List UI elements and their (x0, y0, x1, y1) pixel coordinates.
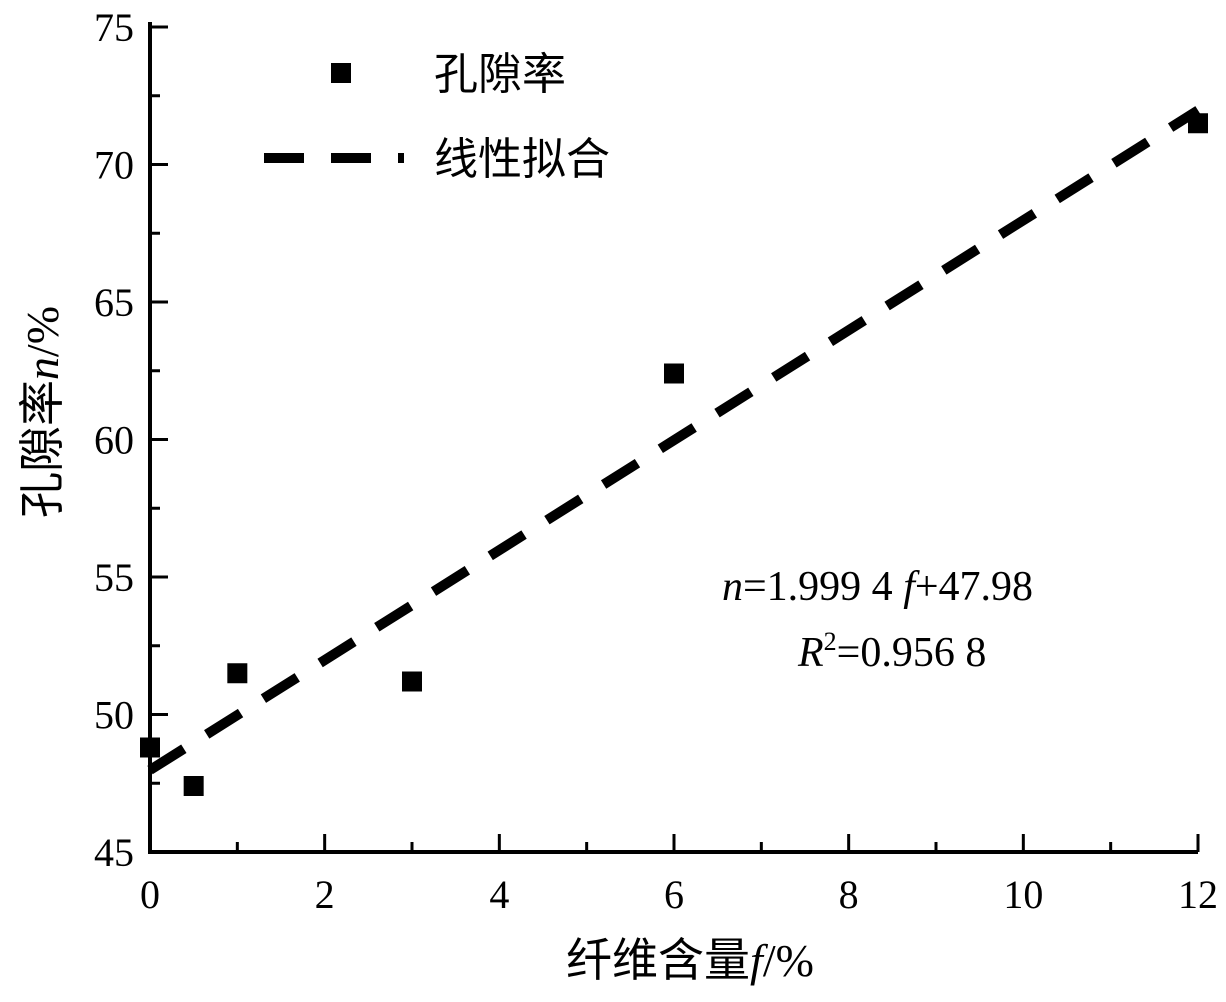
data-point (227, 663, 248, 684)
x-tick-label: 2 (315, 872, 335, 917)
y-axis-title-unit: /% (17, 306, 68, 357)
legend-marker-square (331, 63, 351, 83)
data-point (1188, 113, 1208, 134)
legend-label-fit: 线性拟合 (434, 135, 610, 184)
y-tick-label: 55 (94, 555, 134, 600)
legend: 孔隙率 线性拟合 (264, 50, 610, 184)
x-tick-label: 4 (489, 872, 509, 917)
x-axis-title-text: 纤维含量 (566, 935, 750, 986)
legend-label-points: 孔隙率 (434, 50, 566, 99)
data-point (402, 671, 422, 692)
r-squared-value: =0.956 8 (837, 630, 987, 676)
x-tick-label: 12 (1178, 872, 1218, 917)
x-tick-labels: 0 2 4 6 8 10 12 (140, 872, 1218, 917)
data-point (664, 363, 684, 384)
x-tick-label: 8 (839, 872, 859, 917)
y-tick-label: 50 (94, 693, 134, 738)
x-axis-title: 纤维含量f/% (566, 935, 814, 986)
y-tick-label: 70 (94, 143, 134, 188)
fit-equation-part1: =1.999 4 (743, 564, 903, 610)
data-point (183, 776, 204, 796)
y-axis-title-text: 孔隙率 (17, 380, 68, 518)
y-tick-label: 75 (94, 5, 134, 50)
fit-equation-part2: +47.98 (915, 564, 1033, 610)
y-axis-title: 孔隙率n/% (17, 306, 68, 518)
r-squared-sup: 2 (824, 627, 837, 656)
y-tick-label: 65 (94, 280, 134, 325)
x-tick-label: 10 (1003, 872, 1043, 917)
x-tick-label: 0 (140, 872, 160, 917)
fit-line-layer (147, 106, 1201, 775)
fit-equation-var: n (722, 564, 743, 610)
x-tick-label: 6 (664, 872, 684, 917)
y-tick-labels: 45 50 55 60 65 70 75 (94, 5, 134, 875)
data-points-layer (140, 113, 1208, 796)
fit-line (147, 106, 1201, 775)
y-tick-label: 60 (94, 418, 134, 463)
y-tick-label: 45 (94, 830, 134, 875)
y-axis-title-var: n (17, 357, 68, 380)
fit-equation: n=1.999 4 f+47.98 (722, 564, 1033, 610)
r-squared: R2=0.956 8 (797, 627, 986, 676)
r-squared-var: R (797, 630, 824, 676)
x-axis-title-unit: /% (763, 935, 814, 986)
